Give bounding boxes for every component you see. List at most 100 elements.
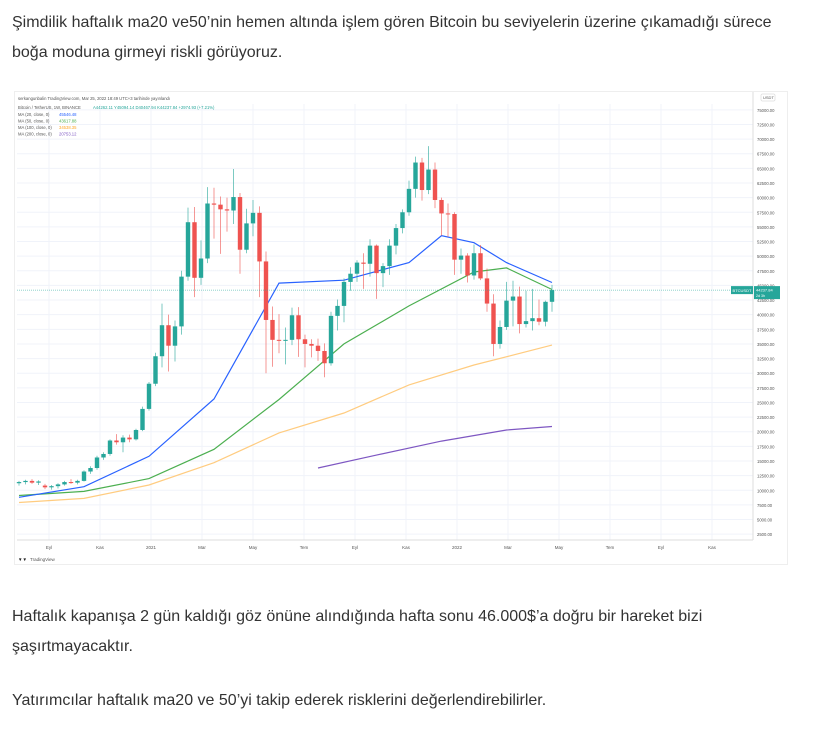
article-paragraph-1: Şimdilik haftalık ma20 ve50’nin hemen al… — [12, 14, 772, 61]
candle-body — [153, 356, 158, 384]
candle-body — [42, 485, 48, 488]
candle-body — [432, 169, 438, 200]
candle-body — [224, 209, 230, 211]
legend-value: 34538.35 — [59, 125, 77, 130]
x-tick-label: Eyl — [658, 545, 664, 550]
y-tick-label: 60000.00 — [757, 196, 775, 201]
candle-body — [400, 212, 405, 229]
y-tick-label: 2500.00 — [757, 532, 773, 537]
candle-body — [413, 162, 418, 189]
candle-body — [101, 453, 106, 458]
x-tick-label: Mar — [504, 545, 512, 550]
y-tick-label: 27500.00 — [757, 386, 775, 391]
candle-body — [289, 315, 295, 340]
candle-body — [81, 471, 87, 481]
x-tick-label: May — [555, 545, 564, 550]
y-tick-label: 12500.00 — [757, 474, 775, 479]
candle-body — [68, 482, 74, 484]
candle-body — [517, 296, 522, 325]
x-tick-label: 2022 — [452, 545, 463, 550]
x-tick-label: Tem — [300, 545, 309, 550]
candle-body — [283, 339, 288, 341]
y-tick-label: 50000.00 — [757, 254, 775, 259]
candle-body — [107, 440, 113, 454]
candle-body — [140, 408, 145, 430]
candle-body — [276, 339, 282, 341]
candle-body — [205, 203, 210, 259]
article-paragraph-3: Yatırımcılar haftalık ma20 ve 50’yi taki… — [12, 692, 547, 709]
x-tick-label: May — [249, 545, 258, 550]
candle-body — [367, 245, 373, 264]
candle-body — [23, 480, 28, 483]
candle-body — [244, 223, 249, 250]
legend-label: MA (200, close, 0) — [18, 132, 52, 137]
price-tag-symbol-bg — [731, 286, 753, 295]
x-tick-label: Eyl — [352, 545, 358, 550]
candle-body — [328, 315, 334, 364]
price-chart: 75000.00 72500.00 70000.00 67500.00 65000.00… — [14, 91, 788, 565]
price-tag-symbol: BTCUSDT — [733, 288, 752, 293]
legend-label: MA (20, close, 0) — [18, 112, 50, 117]
candle-body — [133, 429, 139, 440]
legend-label: MA (100, close, 0) — [18, 125, 52, 130]
candle-body — [263, 261, 269, 320]
candle-body — [348, 273, 353, 282]
candle-body — [445, 213, 451, 215]
candle-body — [478, 253, 483, 279]
candle-body — [530, 318, 535, 322]
candle-body — [257, 212, 262, 262]
candle-body — [198, 258, 204, 278]
candle-body — [94, 457, 100, 469]
ma100-line — [18, 344, 553, 504]
y-tick-label: 30000.00 — [757, 371, 775, 376]
candle-body — [192, 222, 197, 278]
chart-header: serkangunbalin TradingView.com, Mar 25, … — [18, 96, 170, 101]
candle-body — [484, 278, 490, 304]
candle-body — [296, 315, 301, 340]
candle-body — [16, 482, 22, 484]
candle-body — [465, 255, 470, 276]
candle-body — [426, 169, 431, 191]
x-tick-label: Kas — [96, 545, 105, 550]
x-tick-label: Kas — [402, 545, 411, 550]
tradingview-logo-text: TradingView — [30, 557, 56, 562]
ma50-line — [18, 267, 553, 497]
price-tag-countdown: 2d 3h — [756, 294, 765, 298]
candle-body — [504, 300, 509, 327]
currency-box — [760, 93, 776, 102]
y-tick-label: 47500.00 — [757, 269, 775, 274]
y-tick-label: 72500.00 — [757, 122, 775, 127]
candle-body — [471, 253, 477, 276]
candle-body — [523, 321, 529, 325]
y-tick-label: 40000.00 — [757, 313, 775, 318]
candle-body — [270, 319, 275, 340]
candle-body — [62, 482, 67, 485]
y-tick-label: 22500.00 — [757, 415, 775, 420]
x-tick-label: Kas — [708, 545, 717, 550]
candle-body — [393, 228, 399, 246]
candle-body — [185, 222, 191, 277]
candle-body — [419, 162, 425, 191]
chart-ohlc: A44262.11 Y45094.14 D40467.94 K44237.84 … — [93, 105, 215, 110]
chart-svg: 75000.00 72500.00 70000.00 67500.00 65000.00… — [16, 92, 780, 562]
y-tick-label: 20000.00 — [757, 430, 775, 435]
legend-value: 20753.12 — [59, 132, 77, 137]
candle-body — [536, 318, 542, 322]
candle-body — [341, 281, 347, 306]
candle-body — [406, 188, 412, 213]
candle-body — [237, 197, 243, 250]
chart-symbol: Bitcoin / TetherUS, 1W, BINANCE — [18, 105, 81, 110]
y-tick-label: 75000.00 — [757, 108, 775, 113]
y-tick-label: 37500.00 — [757, 327, 775, 332]
y-tick-label: 32500.00 — [757, 357, 775, 362]
candle-body — [211, 203, 217, 205]
price-tag-value: 44237.84 — [756, 288, 773, 293]
y-tick-label: 57500.00 — [757, 210, 775, 215]
y-tick-label: 65000.00 — [757, 166, 775, 171]
y-tick-label: 5000.00 — [757, 518, 773, 523]
y-tick-label: 7500.00 — [757, 503, 773, 508]
article-paragraph-2: Haftalık kapanışa 2 gün kaldığı göz önün… — [12, 608, 703, 655]
candle-body — [75, 480, 80, 483]
candle-body — [380, 266, 386, 274]
candle-body — [55, 484, 61, 487]
